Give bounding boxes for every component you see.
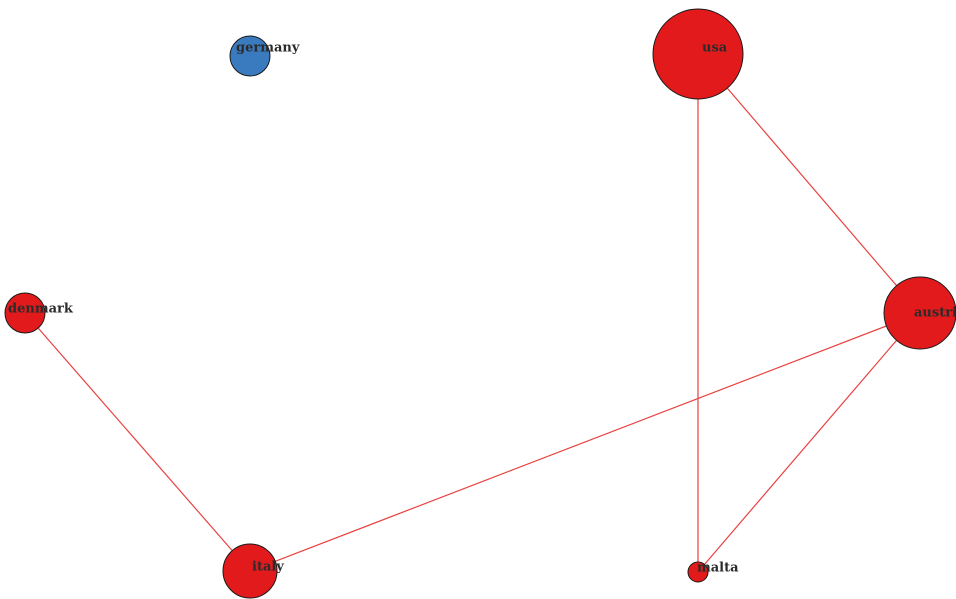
node-label-germany: germany: [236, 41, 300, 56]
edges-layer: [24, 53, 921, 573]
edge-usa-austria: [697, 53, 921, 314]
node-label-italy: italy: [252, 560, 284, 575]
node-germany[interactable]: [229, 35, 271, 77]
node-usa[interactable]: [652, 8, 744, 100]
node-malta[interactable]: [687, 561, 709, 583]
node-italy[interactable]: [222, 543, 278, 599]
node-denmark[interactable]: [4, 292, 46, 334]
node-label-usa: usa: [702, 41, 728, 56]
node-austria[interactable]: [883, 276, 956, 350]
nodes-layer: [4, 8, 956, 599]
edge-austria-malta: [697, 312, 921, 573]
labels-layer: germany usa denmark austri italy malta: [8, 41, 956, 576]
edge-austria-italy: [249, 312, 921, 572]
node-label-austria: austri: [914, 306, 956, 321]
node-label-malta: malta: [697, 561, 739, 576]
edge-denmark-italy: [24, 312, 251, 572]
node-label-denmark: denmark: [8, 302, 74, 317]
